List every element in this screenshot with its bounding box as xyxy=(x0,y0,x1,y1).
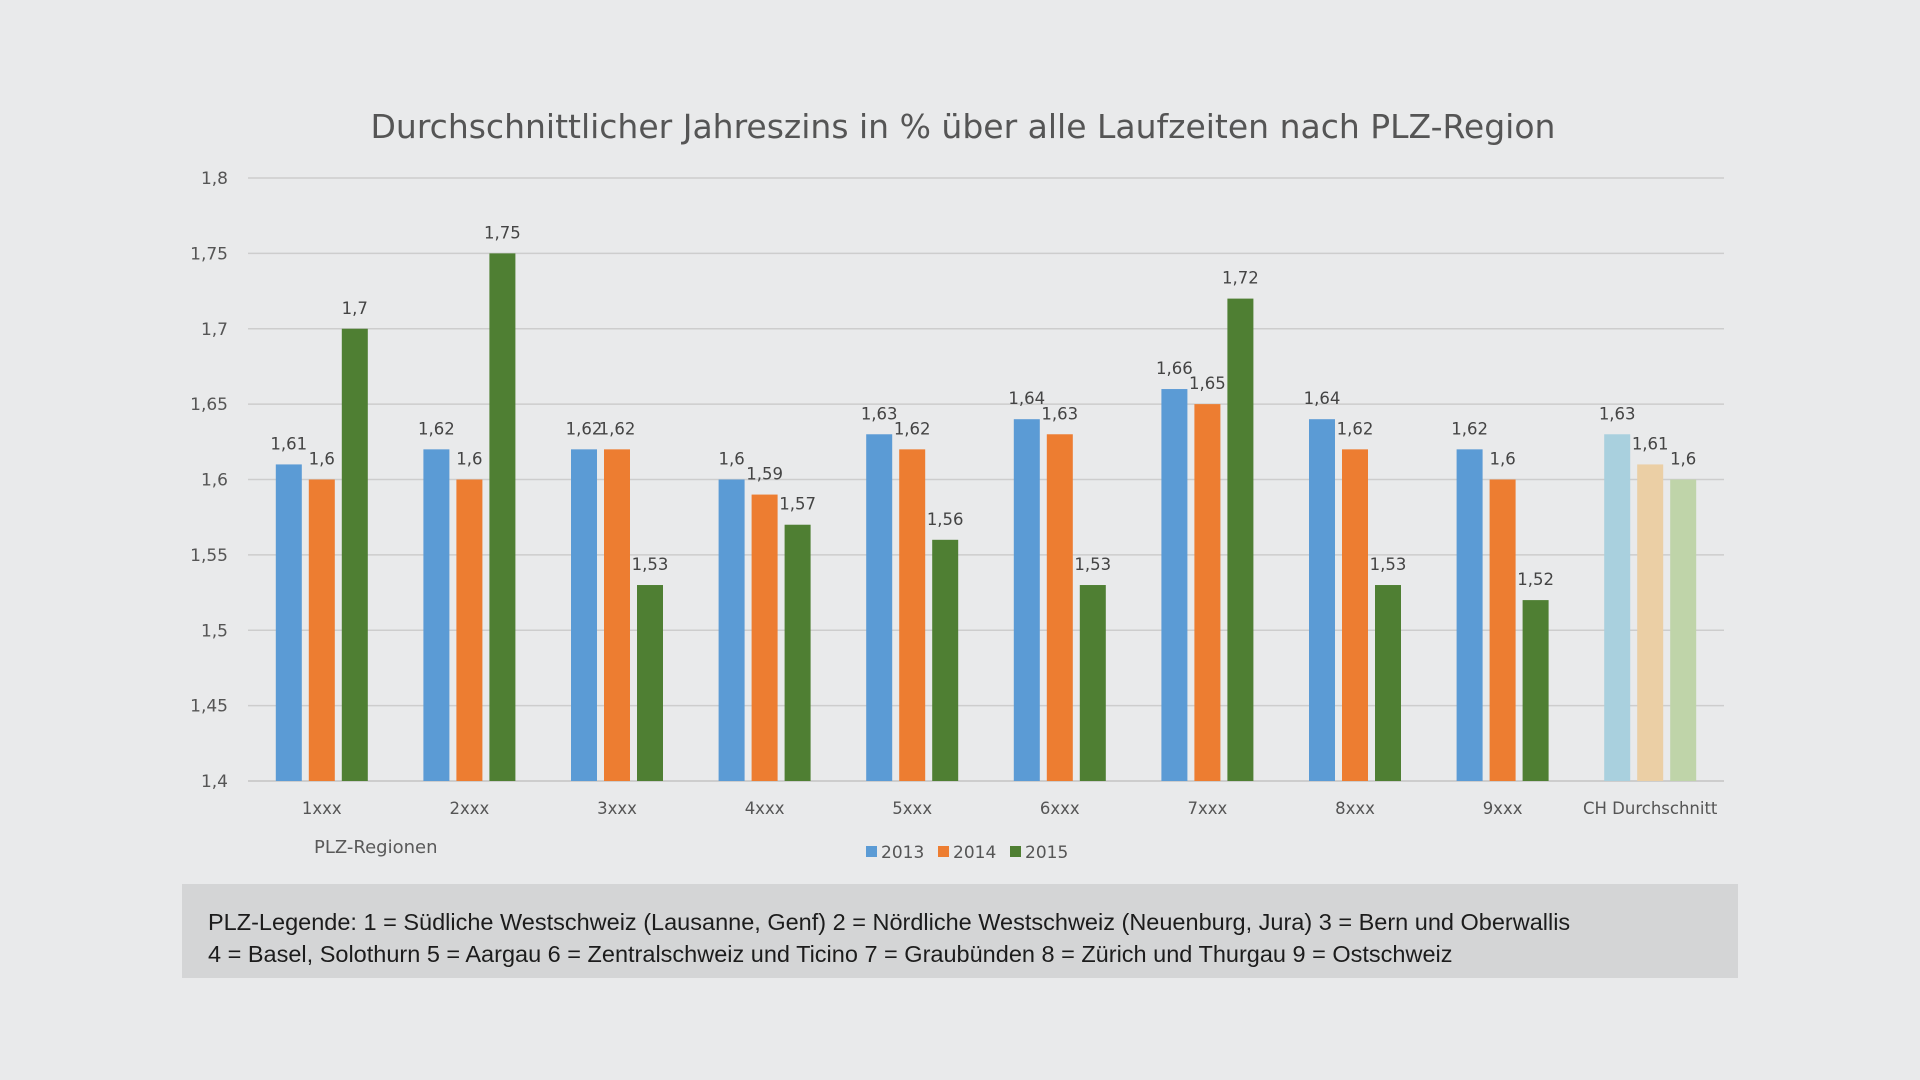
bar-2015-2xxx xyxy=(489,253,516,781)
bar-2014-3xxx xyxy=(604,449,630,781)
y-tick-label: 1,55 xyxy=(190,546,228,566)
bar-2013-8xxx xyxy=(1309,419,1335,781)
bar-2015-4xxx xyxy=(784,524,811,781)
bar-2014-7xxx xyxy=(1194,404,1221,781)
legend-label-2014: 2014 xyxy=(953,843,996,863)
bar-2013-5xxx xyxy=(866,434,893,781)
data-label: 1,6 xyxy=(718,450,744,469)
x-axis-ticks: 1xxx 2xxx 3xxx 4xxx 5xxx 6xxx 7xxx 8xxx 9xxx CH D… xyxy=(302,799,1718,818)
data-label: 1,57 xyxy=(779,495,816,514)
data-label: 1,61 xyxy=(270,434,307,453)
bar-2014-9xxx xyxy=(1489,479,1516,781)
bar-2015-5xxx xyxy=(932,539,959,781)
y-axis-ticks: 1,4 1,45 1,5 1,55 1,6 1,65 1,7 1,75 1,8 xyxy=(190,169,228,792)
x-tick-label: 3xxx xyxy=(597,799,637,818)
y-tick-label: 1,45 xyxy=(190,697,228,717)
bar-2015-9xxx xyxy=(1522,600,1549,781)
x-tick-label: 4xxx xyxy=(745,799,785,818)
data-label: 1,63 xyxy=(1041,404,1078,423)
data-label: 1,64 xyxy=(1008,389,1045,408)
bar-2013-4xxx xyxy=(718,479,745,781)
data-label: 1,61 xyxy=(1632,434,1669,453)
data-label: 1,62 xyxy=(894,419,931,438)
bar-chart: Durchschnittlicher Jahreszins in % über … xyxy=(190,107,1724,863)
y-tick-label: 1,75 xyxy=(190,244,228,264)
data-label: 1,59 xyxy=(746,465,783,484)
data-label: 1,56 xyxy=(927,510,964,529)
bar-2015-3xxx xyxy=(637,585,663,781)
bar-2014-2xxx xyxy=(456,479,483,781)
bar-2015-7xxx xyxy=(1227,298,1254,781)
bar-2015-ch-durchschnitt xyxy=(1670,479,1697,781)
y-tick-label: 1,6 xyxy=(201,471,228,491)
data-label: 1,62 xyxy=(1451,419,1488,438)
bar-2014-ch-durchschnitt xyxy=(1637,464,1664,781)
bar-2013-6xxx xyxy=(1013,419,1040,781)
data-label: 1,64 xyxy=(1304,389,1341,408)
bar-2013-3xxx xyxy=(571,449,597,781)
legend-swatch-2014 xyxy=(938,846,949,857)
data-label: 1,62 xyxy=(1337,419,1374,438)
bar-2014-5xxx xyxy=(899,449,926,781)
x-tick-label: 1xxx xyxy=(302,799,342,818)
bar-2014-6xxx xyxy=(1046,434,1073,781)
x-tick-label: 8xxx xyxy=(1335,799,1375,818)
bar-2015-8xxx xyxy=(1375,585,1401,781)
data-label: 1,65 xyxy=(1189,374,1226,393)
chart-legend: 2013 2014 2015 xyxy=(866,843,1068,863)
bar-2013-2xxx xyxy=(423,449,450,781)
x-axis-title: PLZ-Regionen xyxy=(314,837,438,858)
bar-2014-8xxx xyxy=(1342,449,1368,781)
data-label: 1,6 xyxy=(1489,450,1515,469)
data-label: 1,63 xyxy=(1599,404,1636,423)
plz-legend-line-1: PLZ-Legende: 1 = Südliche Westschweiz (L… xyxy=(208,909,1571,935)
data-labels: 1,611,61,71,621,61,751,621,621,531,61,59… xyxy=(270,223,1696,589)
bar-2015-6xxx xyxy=(1079,585,1106,781)
bar-2014-1xxx xyxy=(308,479,335,781)
data-label: 1,7 xyxy=(342,299,368,318)
plz-legend-box: PLZ-Legende: 1 = Südliche Westschweiz (L… xyxy=(182,884,1738,978)
data-label: 1,52 xyxy=(1517,570,1554,589)
legend-label-2015: 2015 xyxy=(1025,843,1068,863)
legend-swatch-2015 xyxy=(1010,846,1021,857)
data-label: 1,62 xyxy=(599,419,636,438)
legend-swatch-2013 xyxy=(866,846,877,857)
bar-2013-9xxx xyxy=(1456,449,1483,781)
data-label: 1,62 xyxy=(566,419,603,438)
bar-series xyxy=(275,253,1697,781)
bar-2013-7xxx xyxy=(1161,389,1188,781)
data-label: 1,53 xyxy=(1074,555,1111,574)
data-label: 1,62 xyxy=(418,419,455,438)
data-label: 1,6 xyxy=(309,450,335,469)
x-tick-label: 5xxx xyxy=(892,799,932,818)
data-label: 1,6 xyxy=(1670,450,1696,469)
data-label: 1,75 xyxy=(484,223,521,242)
y-tick-label: 1,7 xyxy=(201,320,228,340)
data-label: 1,53 xyxy=(1370,555,1407,574)
data-label: 1,72 xyxy=(1222,269,1259,288)
x-tick-label: 9xxx xyxy=(1483,799,1523,818)
data-label: 1,6 xyxy=(456,450,482,469)
x-tick-label: CH Durchschnitt xyxy=(1583,799,1718,818)
y-tick-label: 1,4 xyxy=(201,772,228,792)
bar-2013-1xxx xyxy=(275,464,302,781)
x-tick-label: 7xxx xyxy=(1188,799,1228,818)
x-tick-label: 6xxx xyxy=(1040,799,1080,818)
bar-2015-1xxx xyxy=(341,328,368,781)
plz-legend-line-2: 4 = Basel, Solothurn 5 = Aargau 6 = Zent… xyxy=(208,941,1453,967)
y-tick-label: 1,5 xyxy=(201,621,228,641)
data-label: 1,63 xyxy=(861,404,898,423)
y-tick-label: 1,65 xyxy=(190,395,228,415)
bar-2014-4xxx xyxy=(751,494,778,781)
y-tick-label: 1,8 xyxy=(201,169,228,189)
legend-label-2013: 2013 xyxy=(881,843,924,863)
data-label: 1,66 xyxy=(1156,359,1193,378)
x-tick-label: 2xxx xyxy=(450,799,490,818)
chart-title: Durchschnittlicher Jahreszins in % über … xyxy=(371,107,1556,146)
bar-2013-ch-durchschnitt xyxy=(1604,434,1631,781)
data-label: 1,53 xyxy=(632,555,669,574)
